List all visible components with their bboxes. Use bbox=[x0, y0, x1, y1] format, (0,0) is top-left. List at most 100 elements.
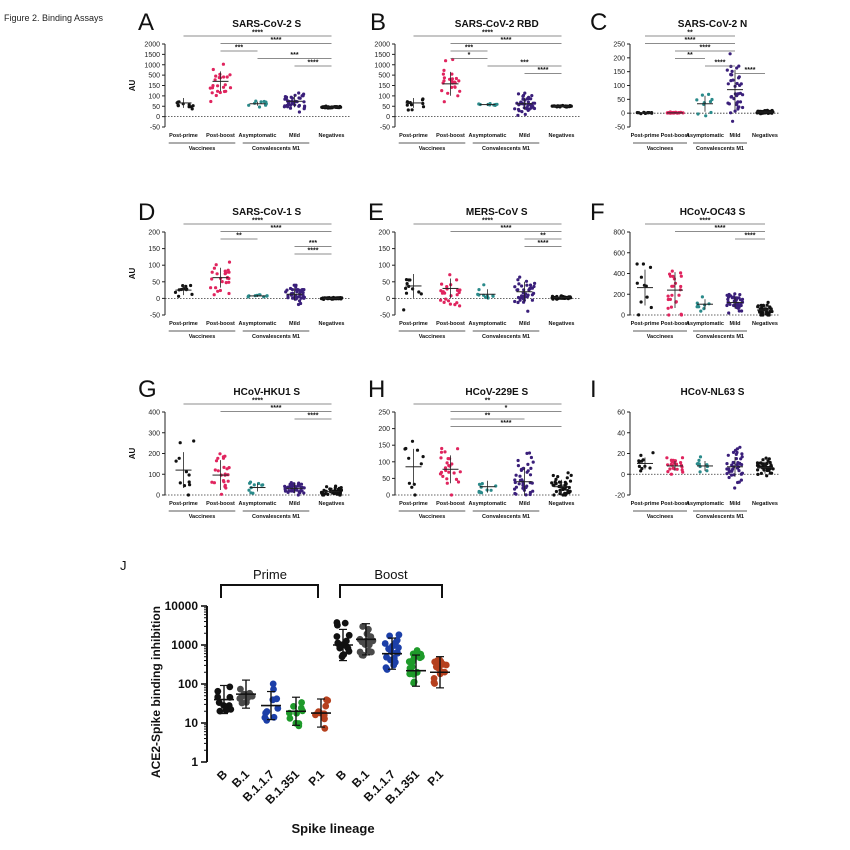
group-label: Post-boost bbox=[436, 133, 465, 139]
data-point bbox=[756, 468, 760, 472]
y-tick-label: 500 bbox=[378, 73, 390, 80]
data-point bbox=[453, 85, 457, 89]
data-point bbox=[680, 456, 685, 460]
data-point bbox=[770, 471, 774, 475]
group-label: Negatives bbox=[549, 321, 575, 327]
y-tick-label: 150 bbox=[613, 69, 625, 76]
data-point bbox=[410, 439, 415, 443]
data-point bbox=[735, 81, 739, 86]
data-point bbox=[299, 482, 304, 486]
data-point bbox=[443, 450, 447, 454]
data-point bbox=[262, 99, 266, 104]
data-point bbox=[322, 493, 326, 497]
data-point bbox=[738, 100, 743, 104]
data-point bbox=[186, 493, 190, 497]
data-point bbox=[339, 297, 343, 301]
data-point bbox=[668, 467, 672, 471]
data-point bbox=[457, 79, 461, 83]
data-point bbox=[645, 295, 649, 299]
j-data-point bbox=[263, 708, 271, 715]
significance-stars: **** bbox=[271, 225, 282, 232]
data-point bbox=[679, 274, 683, 278]
data-point bbox=[405, 103, 409, 107]
data-point bbox=[671, 466, 675, 470]
group-label: Negatives bbox=[549, 133, 575, 139]
j-data-point bbox=[430, 675, 438, 682]
data-point bbox=[740, 471, 745, 475]
group-label: Negatives bbox=[752, 321, 778, 327]
data-point bbox=[419, 462, 423, 466]
data-point bbox=[440, 446, 444, 451]
y-tick-label: 800 bbox=[613, 230, 625, 237]
data-point bbox=[458, 470, 462, 474]
data-point bbox=[454, 76, 458, 81]
group-label: Mild bbox=[730, 133, 741, 139]
vaccinees-label: Vaccinees bbox=[189, 514, 216, 520]
data-point bbox=[563, 493, 567, 497]
data-point bbox=[184, 470, 188, 474]
data-point bbox=[226, 479, 230, 483]
data-point bbox=[740, 309, 744, 313]
data-point bbox=[217, 76, 221, 80]
data-point bbox=[765, 311, 769, 315]
data-point bbox=[300, 94, 304, 98]
data-point bbox=[449, 294, 453, 298]
data-point bbox=[666, 294, 670, 298]
significance-stars: *** bbox=[465, 45, 473, 52]
data-point bbox=[223, 83, 227, 87]
data-point bbox=[457, 288, 461, 292]
y-tick-label: 1000 bbox=[374, 62, 390, 69]
data-point bbox=[758, 461, 762, 465]
y-tick-label: 0 bbox=[386, 296, 390, 303]
data-point bbox=[333, 486, 337, 490]
data-point bbox=[216, 89, 220, 93]
data-point bbox=[402, 308, 406, 312]
data-point bbox=[188, 483, 192, 487]
vaccinees-label: Vaccinees bbox=[419, 514, 446, 520]
data-point bbox=[730, 95, 734, 99]
data-point bbox=[405, 282, 409, 286]
data-point bbox=[552, 493, 556, 497]
data-point bbox=[224, 281, 228, 285]
data-point bbox=[698, 470, 702, 474]
significance-stars: **** bbox=[538, 240, 549, 247]
data-point bbox=[666, 470, 670, 474]
group-label: Mild bbox=[730, 501, 741, 507]
j-data-point bbox=[343, 637, 350, 645]
data-point bbox=[639, 275, 644, 279]
group-label: Post-prime bbox=[169, 133, 198, 139]
y-tick-label: 250 bbox=[613, 42, 625, 49]
data-point bbox=[520, 110, 524, 114]
data-point bbox=[516, 300, 520, 305]
y-tick-label: -50 bbox=[615, 125, 625, 132]
j-y-tick-label: 1000 bbox=[171, 638, 198, 652]
vaccinees-label: Vaccinees bbox=[189, 334, 216, 340]
y-tick-label: 2000 bbox=[144, 42, 160, 49]
data-point bbox=[669, 472, 674, 476]
data-point bbox=[665, 456, 669, 460]
data-point bbox=[516, 295, 521, 300]
data-point bbox=[525, 451, 529, 455]
j-category-label: B bbox=[333, 767, 349, 783]
y-tick-label: 300 bbox=[148, 430, 160, 437]
y-tick-label: 1500 bbox=[374, 52, 390, 59]
j-data-point bbox=[437, 658, 445, 665]
y-tick-label: -50 bbox=[150, 313, 160, 320]
significance-stars: **** bbox=[308, 248, 319, 255]
data-point bbox=[178, 481, 182, 485]
data-point bbox=[287, 489, 291, 493]
data-point bbox=[298, 290, 302, 294]
j-data-point bbox=[216, 707, 224, 715]
data-point bbox=[298, 299, 302, 303]
data-point bbox=[521, 94, 525, 98]
significance-stars: **** bbox=[308, 60, 319, 67]
data-point bbox=[456, 447, 460, 451]
data-point bbox=[450, 462, 454, 466]
j-data-point bbox=[395, 631, 403, 639]
data-point bbox=[526, 462, 530, 466]
data-point bbox=[218, 288, 222, 293]
vaccinees-label: Vaccinees bbox=[647, 334, 674, 340]
data-point bbox=[735, 447, 740, 451]
data-point bbox=[452, 471, 456, 475]
group-label: Post-prime bbox=[169, 321, 198, 327]
